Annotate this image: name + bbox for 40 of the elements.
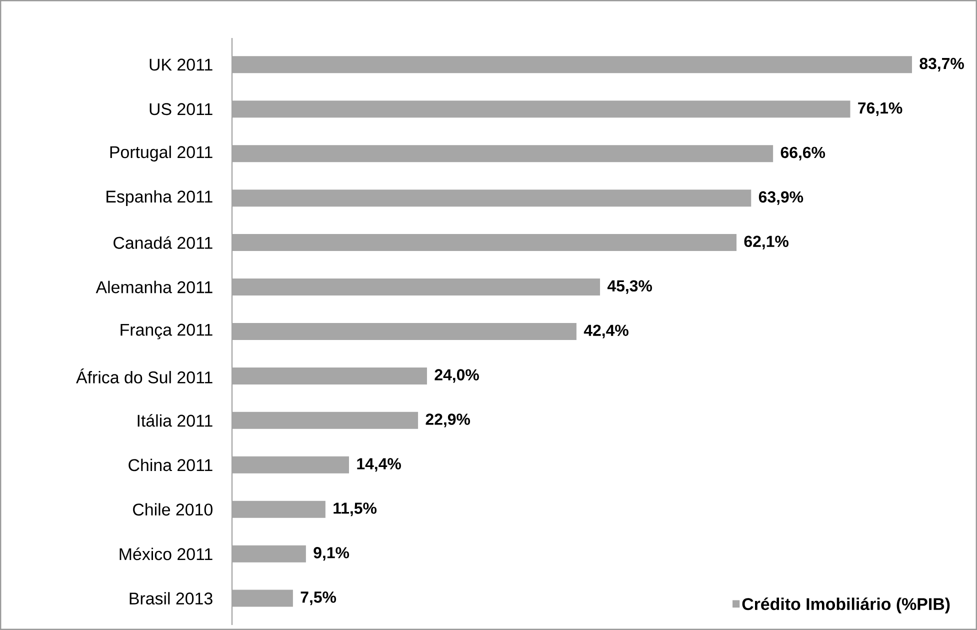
bar <box>232 456 349 474</box>
bar <box>232 590 293 607</box>
y-tick-label: Portugal 2011 <box>110 146 212 162</box>
y-tick-label: México 2011 <box>120 548 212 560</box>
data-label: 7,5% <box>300 592 336 606</box>
data-label: 45,3% <box>607 280 652 294</box>
y-tick-label: US 2011 <box>150 103 212 116</box>
legend-label: Crédito Imobiliário (%PIB) <box>742 597 950 614</box>
y-tick-label: África do Sul 2011 <box>76 368 212 384</box>
bar <box>232 322 576 340</box>
data-label: 42,4% <box>584 324 628 338</box>
data-label: 24,0% <box>434 369 479 383</box>
bar <box>232 234 737 252</box>
data-label: 9,1% <box>314 547 350 561</box>
y-tick-label: Itália 2011 <box>138 414 212 427</box>
y-tick-label: Canadá 2011 <box>114 236 212 249</box>
bar <box>232 500 326 518</box>
y-tick-label: UK 2011 <box>150 58 212 71</box>
bar <box>232 100 850 118</box>
data-label: 63,9% <box>758 191 804 205</box>
data-label: 76,1% <box>858 102 902 116</box>
data-label: 62,1% <box>744 236 788 250</box>
data-label: 22,9% <box>426 414 470 428</box>
bar <box>232 145 774 162</box>
y-tick-label: Espanha 2011 <box>106 190 212 206</box>
bar <box>232 56 912 74</box>
bar <box>232 545 306 562</box>
data-label: 83,7% <box>920 58 964 72</box>
y-tick-label: China 2011 <box>128 458 212 472</box>
y-tick-label: Alemanha 2011 <box>96 280 212 294</box>
y-tick-label: França 2011 <box>120 324 212 340</box>
data-label: 11,5% <box>334 502 377 516</box>
bar <box>232 190 752 207</box>
data-label: 14,4% <box>357 458 401 472</box>
bar <box>232 278 600 296</box>
data-label: 66,6% <box>780 146 826 160</box>
y-tick-label: Chile 2010 <box>133 503 212 516</box>
y-tick-label: Brasil 2013 <box>130 592 212 605</box>
bar <box>232 367 427 384</box>
bar <box>232 412 418 429</box>
